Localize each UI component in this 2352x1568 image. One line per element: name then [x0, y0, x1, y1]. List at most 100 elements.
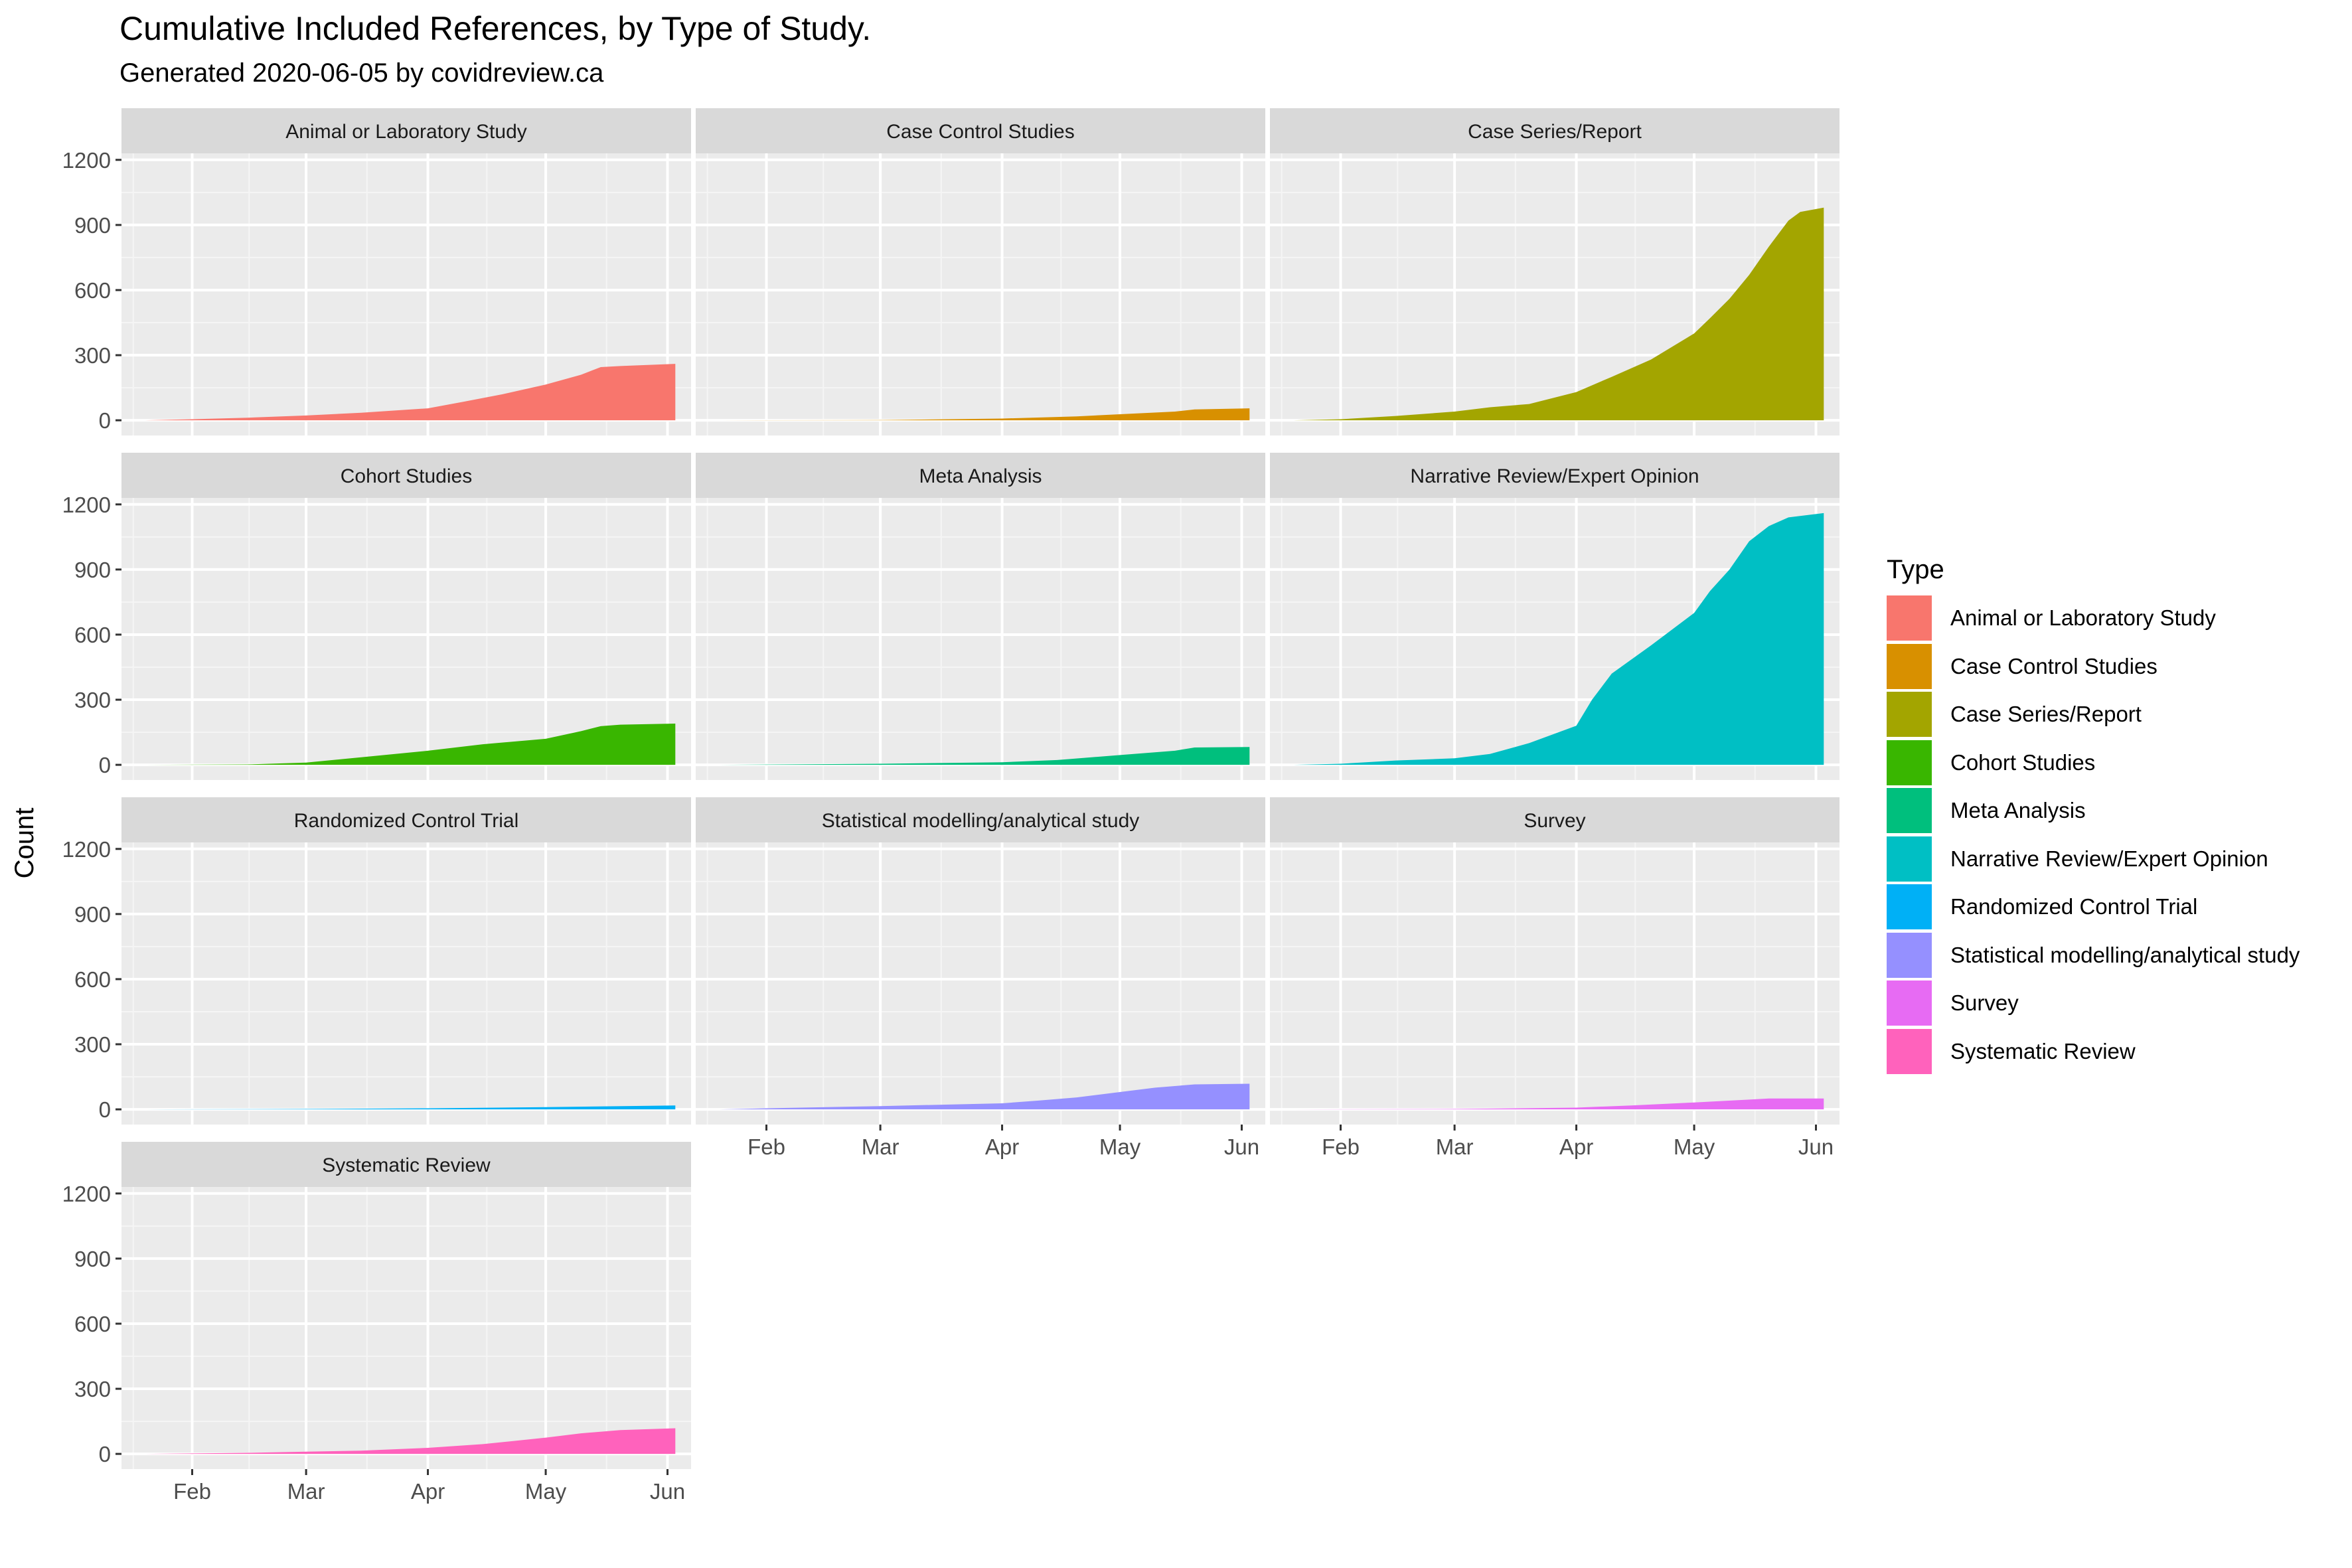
chart-title: Cumulative Included References, by Type … — [119, 10, 872, 47]
y-tick-label: 0 — [99, 1097, 111, 1122]
y-tick-label: 600 — [74, 967, 111, 992]
facet-strip-label: Narrative Review/Expert Opinion — [1410, 465, 1699, 487]
x-tick-label: Apr — [1559, 1135, 1593, 1159]
facet-panel: Systematic Review 0 300 600 900 1200 Feb Mar Apr… — [62, 1142, 691, 1504]
panel-background — [1270, 842, 1840, 1125]
facet-panel: Case Control Studies — [696, 108, 1265, 435]
x-tick-label: Apr — [411, 1479, 445, 1504]
facet-strip-label: Survey — [1524, 810, 1585, 832]
facet-strip — [696, 797, 1265, 842]
facet-strip-label: Case Series/Report — [1468, 121, 1642, 143]
legend-item: Survey — [1887, 979, 2300, 1028]
y-tick-label: 900 — [74, 902, 111, 927]
legend-item: Statistical modelling/analytical study — [1887, 931, 2300, 980]
legend-swatch — [1887, 836, 1932, 882]
x-tick-label: Feb — [747, 1135, 785, 1159]
legend-swatch — [1887, 1028, 1932, 1074]
x-tick-label: Jun — [1224, 1135, 1259, 1159]
facet-strip — [696, 453, 1265, 498]
facet-strip-label: Case Control Studies — [886, 121, 1074, 143]
y-tick-label: 600 — [74, 1312, 111, 1336]
legend-label: Animal or Laboratory Study — [1950, 605, 2216, 631]
legend-item: Case Series/Report — [1887, 690, 2300, 739]
legend-label: Randomized Control Trial — [1950, 894, 2198, 919]
legend-swatch — [1887, 643, 1932, 689]
legend-swatch — [1887, 788, 1932, 834]
panel-background — [696, 498, 1265, 780]
x-tick-label: May — [525, 1479, 567, 1504]
y-tick-label: 900 — [74, 558, 111, 582]
facet-strip — [696, 108, 1265, 153]
legend-item: Animal or Laboratory Study — [1887, 594, 2300, 643]
legend-swatch — [1887, 884, 1932, 930]
y-tick-label: 300 — [74, 1377, 111, 1401]
facet-strip-label: Statistical modelling/analytical study — [822, 810, 1140, 832]
x-tick-label: Apr — [985, 1135, 1019, 1159]
x-tick-label: Feb — [1322, 1135, 1360, 1159]
x-tick-label: May — [1674, 1135, 1715, 1159]
x-tick-label: Feb — [173, 1479, 211, 1504]
legend-item: Case Control Studies — [1887, 643, 2300, 691]
panel-background — [121, 842, 691, 1125]
y-tick-label: 300 — [74, 1032, 111, 1057]
facet-panel: Survey Feb Mar Apr May Jun — [1270, 797, 1840, 1159]
legend-label: Meta Analysis — [1950, 798, 2086, 823]
panel-background — [121, 1187, 691, 1469]
legend: Type Animal or Laboratory Study Case Cont… — [1887, 555, 2300, 1075]
facet-panel: Randomized Control Trial 0 300 600 900 1200 — [62, 797, 691, 1125]
facet-strip — [121, 797, 691, 842]
legend-item: Meta Analysis — [1887, 787, 2300, 835]
y-tick-label: 900 — [74, 213, 111, 238]
facet-panel: Animal or Laboratory Study 0 300 600 900 1200 — [62, 108, 691, 435]
legend-label: Cohort Studies — [1950, 749, 2096, 775]
facet-panel: Cohort Studies 0 300 600 900 1200 — [62, 453, 691, 780]
faceted-area-chart: Count Animal or Laboratory Study 0 300 600 90… — [10, 108, 1840, 1504]
x-tick-label: Jun — [650, 1479, 685, 1504]
legend-swatch — [1887, 692, 1932, 738]
legend-label: Narrative Review/Expert Opinion — [1950, 846, 2268, 871]
y-tick-label: 1200 — [62, 837, 111, 862]
facet-panel: Meta Analysis — [696, 453, 1265, 780]
y-tick-label: 600 — [74, 278, 111, 303]
legend-label: Case Control Studies — [1950, 653, 2157, 678]
facet-strip-label: Meta Analysis — [919, 465, 1042, 487]
facet-strip — [121, 453, 691, 498]
legend-swatch — [1887, 980, 1932, 1026]
legend-label: Systematic Review — [1950, 1038, 2136, 1063]
legend-title: Type — [1887, 555, 1944, 584]
panel-background — [696, 153, 1265, 435]
y-tick-label: 300 — [74, 343, 111, 368]
y-tick-label: 600 — [74, 623, 111, 647]
facet-strip — [1270, 108, 1840, 153]
facet-panel: Statistical modelling/analytical study Fe… — [696, 797, 1265, 1159]
series-area — [145, 1105, 676, 1110]
legend-label: Case Series/Report — [1950, 702, 2142, 727]
series-area — [719, 408, 1250, 421]
series-area — [1293, 207, 1824, 421]
facet-strip-label: Animal or Laboratory Study — [285, 121, 527, 143]
chart-subtitle: Generated 2020-06-05 by covidreview.ca — [119, 58, 604, 88]
x-tick-label: Mar — [1436, 1135, 1474, 1159]
legend-item: Randomized Control Trial — [1887, 883, 2300, 931]
legend-swatch — [1887, 740, 1932, 785]
series-area — [1293, 512, 1824, 765]
series-area — [719, 1083, 1250, 1110]
legend-items: Animal or Laboratory Study Case Control S… — [1887, 594, 2300, 1075]
facet-strip — [121, 1142, 691, 1187]
facet-strip — [1270, 453, 1840, 498]
legend-label: Survey — [1950, 990, 2019, 1016]
y-axis-title: Count — [10, 808, 39, 879]
panel-background — [696, 842, 1265, 1125]
series-area — [145, 364, 676, 421]
legend-item: Cohort Studies — [1887, 739, 2300, 787]
y-tick-label: 0 — [99, 408, 111, 433]
facet-strip-label: Randomized Control Trial — [294, 810, 518, 832]
facet-strip — [121, 108, 691, 153]
y-tick-label: 1200 — [62, 148, 111, 173]
x-tick-label: Mar — [862, 1135, 900, 1159]
y-tick-label: 0 — [99, 1442, 111, 1466]
legend-label: Statistical modelling/analytical study — [1950, 942, 2300, 967]
y-tick-label: 900 — [74, 1247, 111, 1271]
facet-panel: Case Series/Report — [1270, 108, 1840, 435]
legend-item: Systematic Review — [1887, 1028, 2300, 1076]
